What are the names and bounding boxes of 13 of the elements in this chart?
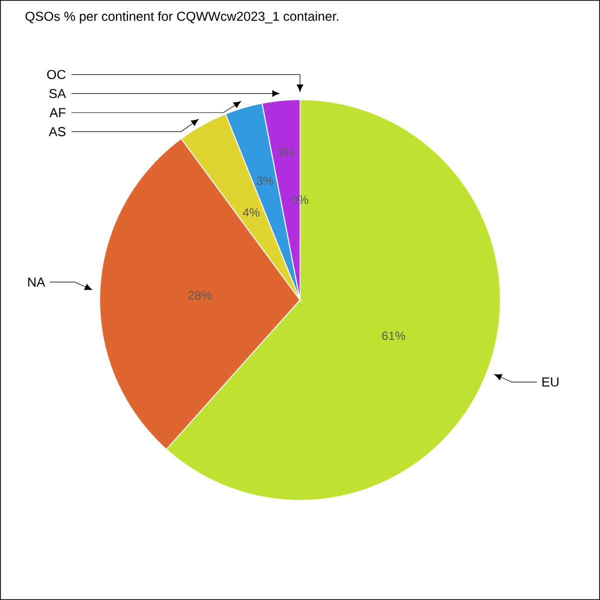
category-label: OC [47, 70, 66, 80]
data-label: 3% [278, 148, 294, 157]
data-label: 28% [188, 290, 212, 300]
data-label: 4% [242, 208, 260, 217]
slice-label: AS [48, 127, 66, 136]
chart-title: QSOs % per continent for CQWWcw2023_1 container. [26, 11, 338, 24]
data-label: 61% [382, 332, 406, 340]
text: 0% [292, 196, 308, 204]
data-label: 3% [256, 176, 274, 186]
slice-label: NA [28, 278, 46, 287]
slice-label: SA [49, 88, 66, 98]
slice-label: AF [49, 108, 66, 118]
slice-label: EU [542, 378, 558, 387]
